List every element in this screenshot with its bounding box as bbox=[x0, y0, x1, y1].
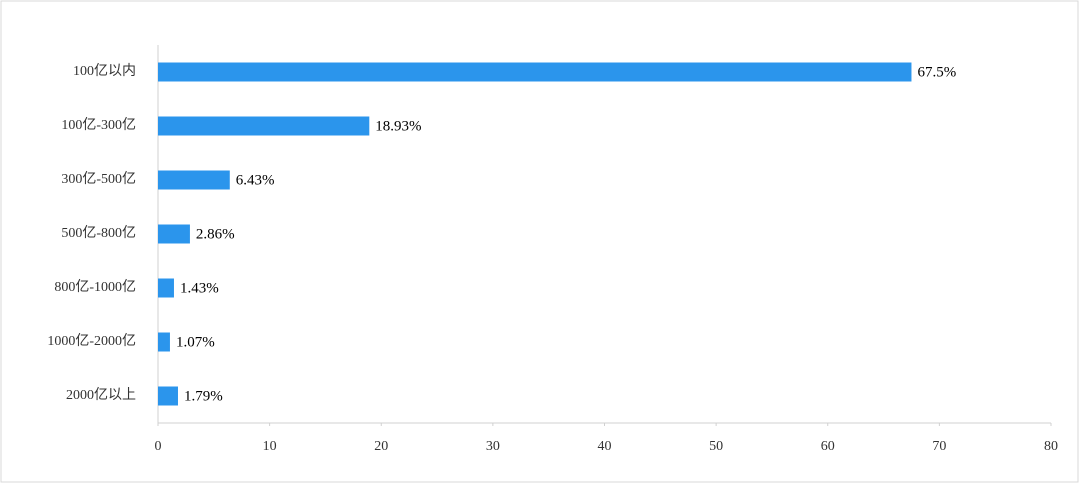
x-tick-label: 0 bbox=[155, 439, 162, 454]
x-tick-label: 30 bbox=[486, 439, 500, 454]
value-label: 1.43% bbox=[180, 280, 219, 296]
value-label: 18.93% bbox=[375, 118, 421, 134]
y-tick-label: 100亿以内 bbox=[73, 63, 136, 79]
bar bbox=[158, 62, 912, 82]
x-tick-label: 80 bbox=[1044, 439, 1058, 454]
value-label: 1.79% bbox=[184, 388, 223, 404]
x-tick-label: 40 bbox=[598, 439, 612, 454]
bar bbox=[158, 332, 170, 352]
x-tick-label: 10 bbox=[263, 439, 277, 454]
y-tick-label: 800亿-1000亿 bbox=[54, 279, 136, 295]
bar bbox=[158, 386, 178, 406]
bar bbox=[158, 224, 190, 244]
value-label: 1.07% bbox=[176, 334, 215, 350]
bar bbox=[158, 278, 174, 298]
y-tick-label: 500亿-800亿 bbox=[61, 225, 136, 241]
y-tick-label: 300亿-500亿 bbox=[61, 171, 136, 187]
value-label: 6.43% bbox=[236, 172, 275, 188]
x-tick-label: 20 bbox=[374, 439, 388, 454]
value-label: 67.5% bbox=[917, 64, 956, 80]
y-tick-label: 2000亿以上 bbox=[66, 387, 136, 403]
bar bbox=[158, 116, 370, 136]
x-tick-label: 60 bbox=[821, 439, 835, 454]
x-tick-label: 70 bbox=[932, 439, 946, 454]
bar bbox=[158, 170, 230, 190]
x-tick-label: 50 bbox=[709, 439, 723, 454]
value-label: 2.86% bbox=[196, 226, 235, 242]
y-tick-label: 1000亿-2000亿 bbox=[47, 333, 136, 349]
y-tick-label: 100亿-300亿 bbox=[61, 117, 136, 133]
